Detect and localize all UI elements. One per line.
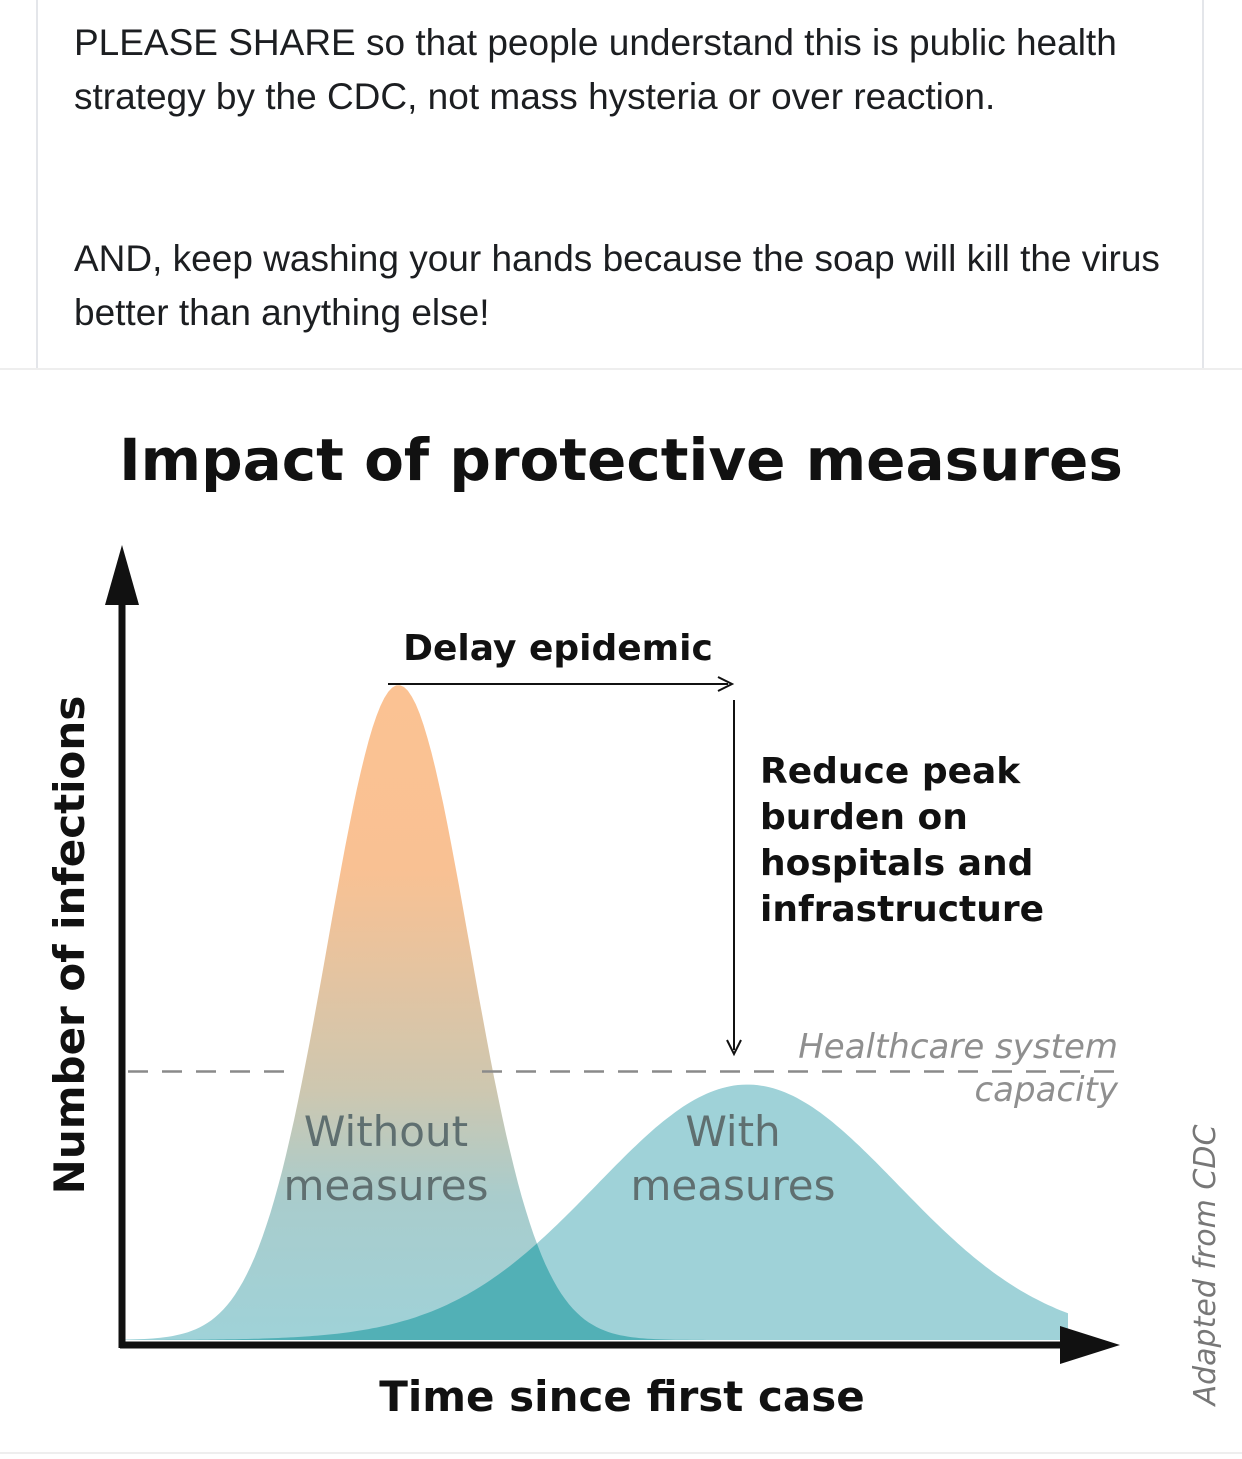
x-axis-label: Time since first case: [379, 1372, 864, 1421]
y-axis-label: Number of infections: [45, 696, 94, 1195]
reduce-arrow-head: [726, 1039, 742, 1057]
delay-epidemic-label: Delay epidemic: [403, 628, 713, 669]
series-without-label-line-2: measures: [283, 1161, 488, 1210]
reduce-peak-label-line-3: hospitals and: [760, 843, 1033, 884]
x-axis-arrowhead: [1060, 1326, 1120, 1364]
reduce-peak-label-line-2: burden on: [760, 797, 968, 838]
post-paragraph-2: AND, keep washing your hands because the…: [74, 238, 1160, 333]
series-with-label-line-2: measures: [630, 1161, 835, 1210]
bottom-divider: [0, 1452, 1242, 1454]
delay-arrow-head: [717, 676, 735, 692]
chart-title: Impact of protective measures: [119, 426, 1123, 494]
series-with-area: [125, 1084, 1068, 1340]
capacity-label-line-1: Healthcare system: [798, 1027, 1118, 1067]
series-without-label-line-1: Without: [304, 1107, 468, 1156]
series-with-label-line-1: With: [685, 1107, 780, 1156]
series-without-area: [125, 685, 1068, 1340]
y-axis-arrowhead: [105, 545, 139, 605]
capacity-label-line-2: capacity: [974, 1070, 1118, 1110]
post-paragraph-1: PLEASE SHARE so that people understand t…: [74, 22, 1117, 117]
reduce-peak-label-line-4: infrastructure: [760, 889, 1044, 930]
reduce-peak-label-line-1: Reduce peak: [760, 751, 1021, 792]
post-divider: [0, 368, 1242, 370]
source-label: Adapted from CDC: [1188, 1125, 1223, 1408]
post-card: PLEASE SHARE so that people understand t…: [36, 0, 1204, 368]
